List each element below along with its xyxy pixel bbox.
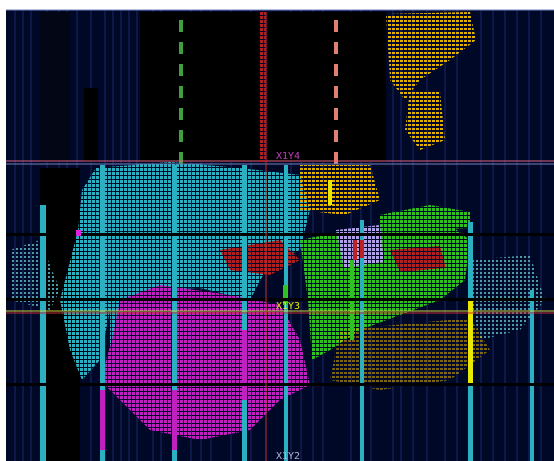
dash-marker-salmon bbox=[334, 64, 338, 76]
hard-block-column bbox=[530, 290, 534, 461]
hard-block-segment bbox=[100, 390, 105, 450]
hard-block-segment bbox=[172, 390, 177, 450]
dash-marker-green bbox=[179, 108, 183, 120]
dash-marker-salmon bbox=[334, 86, 338, 98]
hard-block-column bbox=[40, 205, 46, 461]
dash-marker-green bbox=[179, 152, 183, 164]
hard-block-column bbox=[360, 220, 364, 461]
dash-marker-salmon bbox=[334, 20, 338, 32]
dash-marker-green bbox=[179, 64, 183, 76]
dash-marker-green bbox=[179, 20, 183, 32]
dash-marker-salmon bbox=[334, 130, 338, 142]
empty-region bbox=[84, 88, 98, 162]
hard-block-segment bbox=[242, 330, 247, 400]
clock-region-label-x1y3: X1Y3 bbox=[276, 301, 300, 312]
dash-marker-salmon bbox=[334, 42, 338, 54]
dash-marker-green bbox=[179, 42, 183, 54]
empty-region bbox=[40, 12, 70, 162]
dash-marker-green bbox=[179, 86, 183, 98]
dash-marker-salmon bbox=[334, 152, 338, 164]
clock-region-label-x1y4: X1Y4 bbox=[276, 151, 300, 162]
selected-cell-marker[interactable] bbox=[76, 230, 81, 236]
hard-block-segment bbox=[283, 285, 287, 305]
hard-block-segment bbox=[353, 240, 357, 260]
empty-region bbox=[140, 12, 260, 162]
empty-region bbox=[268, 12, 386, 162]
dash-marker-salmon bbox=[334, 108, 338, 120]
hard-block-segment bbox=[468, 300, 473, 385]
dashed-markers bbox=[179, 20, 338, 164]
placed-cells bbox=[10, 12, 545, 440]
clock-region-label-x1y2: X1Y2 bbox=[276, 451, 300, 461]
hard-block-segment bbox=[328, 180, 332, 205]
dash-marker-green bbox=[179, 130, 183, 142]
hard-block-segment bbox=[360, 240, 364, 258]
